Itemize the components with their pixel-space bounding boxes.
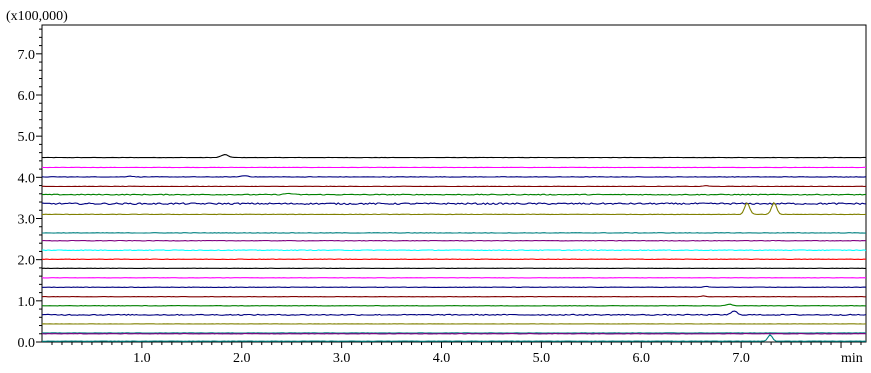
x-unit-label: min bbox=[841, 351, 863, 366]
series-line-2 bbox=[42, 176, 866, 177]
y-tick-label: 5.0 bbox=[18, 130, 36, 145]
x-tick-label: 4.0 bbox=[433, 351, 451, 366]
series-line-5 bbox=[42, 203, 866, 205]
plot-frame bbox=[42, 25, 866, 342]
x-tick-label: 7.0 bbox=[732, 351, 750, 366]
series-line-6 bbox=[42, 203, 866, 215]
x-tick-label: 6.0 bbox=[633, 351, 651, 366]
series-line-3 bbox=[42, 186, 866, 187]
series-line-16 bbox=[42, 311, 866, 315]
x-tick-label: 2.0 bbox=[233, 351, 251, 366]
y-tick-label: 4.0 bbox=[18, 171, 36, 186]
y-tick-label: 6.0 bbox=[18, 89, 36, 104]
y-tick-label: 0.0 bbox=[18, 336, 36, 351]
series-line-13 bbox=[42, 286, 866, 287]
series-line-10 bbox=[42, 259, 866, 260]
y-tick-label: 2.0 bbox=[18, 254, 36, 269]
series-line-0 bbox=[42, 155, 866, 158]
x-tick-label: 3.0 bbox=[333, 351, 351, 366]
series-line-4 bbox=[42, 193, 866, 195]
y-tick-label: 3.0 bbox=[18, 212, 36, 227]
series-line-20 bbox=[42, 335, 866, 342]
series-line-14 bbox=[42, 296, 866, 297]
series-line-9 bbox=[42, 250, 866, 251]
y-multiplier-label: (x100,000) bbox=[6, 9, 68, 24]
y-tick-label: 1.0 bbox=[18, 295, 36, 310]
plot-layer: 0.0 1.0 2.0 3.0 4.0 5.0 6.0 7.0 1.0 2.0 3.0 4.0 5.0 6… bbox=[18, 25, 867, 366]
series-line-15 bbox=[42, 304, 866, 306]
x-tick-label: 1.0 bbox=[133, 351, 151, 366]
y-tick-label: 7.0 bbox=[18, 48, 36, 63]
x-tick-label: 5.0 bbox=[533, 351, 551, 366]
